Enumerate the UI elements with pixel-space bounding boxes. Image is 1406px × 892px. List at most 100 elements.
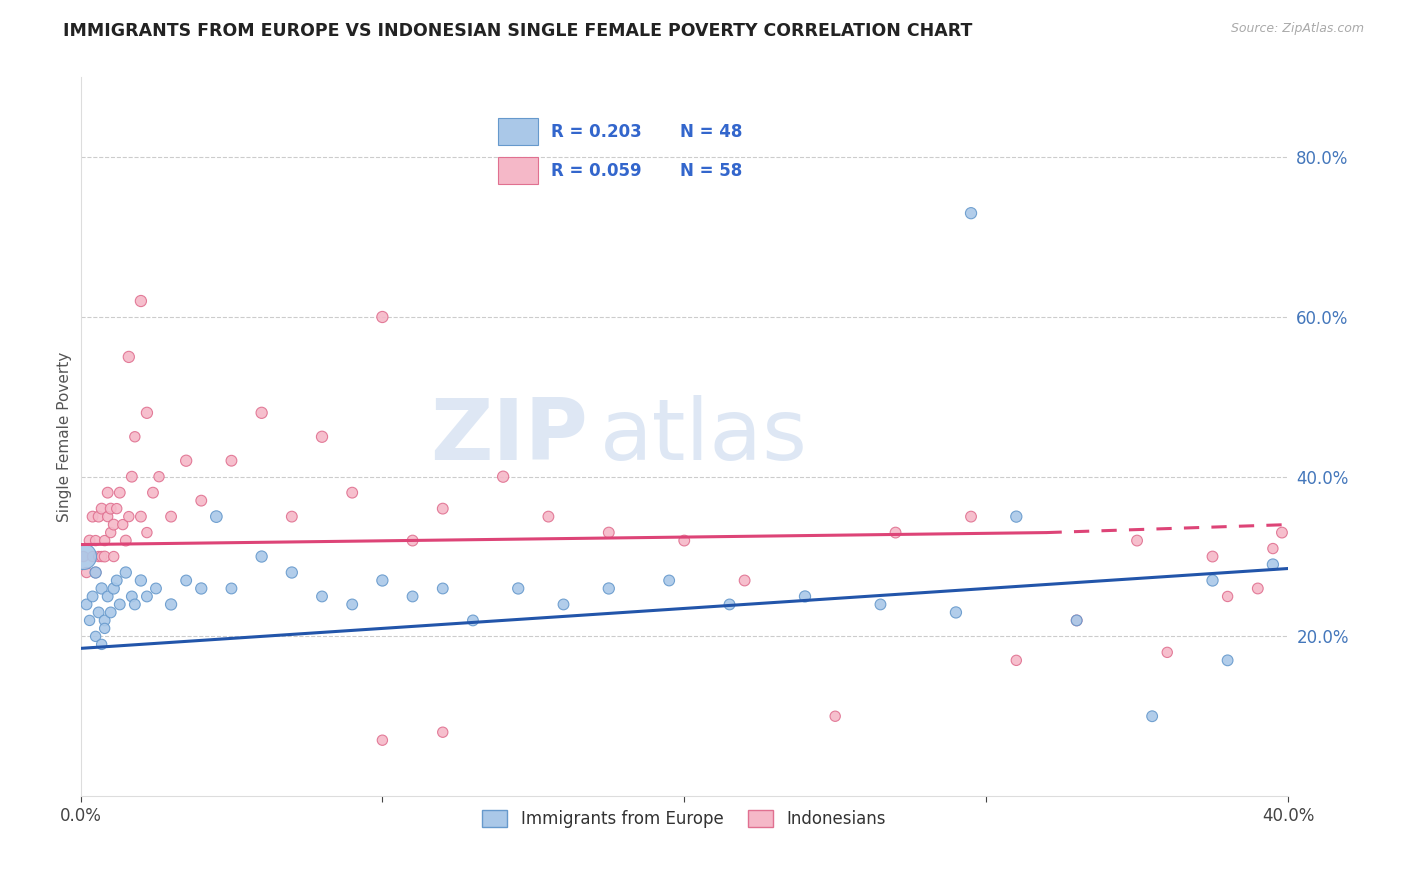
Point bbox=[960, 206, 983, 220]
Point bbox=[311, 590, 333, 604]
Point bbox=[1140, 709, 1163, 723]
Point bbox=[1126, 533, 1149, 548]
Point bbox=[97, 590, 120, 604]
Point bbox=[432, 582, 454, 596]
Point bbox=[432, 725, 454, 739]
Point bbox=[1216, 653, 1239, 667]
Point bbox=[598, 582, 620, 596]
Point bbox=[190, 493, 212, 508]
Point bbox=[108, 485, 131, 500]
Point bbox=[281, 509, 304, 524]
Point bbox=[1201, 574, 1223, 588]
Point bbox=[1261, 541, 1284, 556]
Point bbox=[76, 598, 98, 612]
Point bbox=[87, 606, 110, 620]
Point bbox=[84, 566, 107, 580]
Point bbox=[794, 590, 817, 604]
Point bbox=[598, 525, 620, 540]
Point bbox=[121, 590, 143, 604]
Point bbox=[190, 582, 212, 596]
Point bbox=[221, 454, 243, 468]
Point bbox=[221, 582, 243, 596]
Point bbox=[1005, 653, 1028, 667]
Point bbox=[945, 606, 967, 620]
Point bbox=[100, 525, 122, 540]
Point bbox=[97, 509, 120, 524]
Point bbox=[658, 574, 681, 588]
Point bbox=[250, 406, 273, 420]
Point bbox=[135, 525, 157, 540]
Point bbox=[114, 566, 136, 580]
Point bbox=[124, 430, 146, 444]
Point bbox=[129, 574, 152, 588]
Point bbox=[103, 517, 125, 532]
Point bbox=[93, 621, 115, 635]
Point bbox=[129, 293, 152, 308]
Point bbox=[1156, 645, 1178, 659]
Point bbox=[281, 566, 304, 580]
Point bbox=[114, 533, 136, 548]
Point bbox=[84, 566, 107, 580]
Point bbox=[734, 574, 756, 588]
Point bbox=[160, 598, 183, 612]
Point bbox=[79, 614, 101, 628]
Point bbox=[869, 598, 891, 612]
Point bbox=[1066, 614, 1088, 628]
Point bbox=[884, 525, 907, 540]
Point bbox=[82, 509, 104, 524]
Point bbox=[100, 606, 122, 620]
Point bbox=[97, 485, 120, 500]
Point bbox=[1247, 582, 1270, 596]
Text: Source: ZipAtlas.com: Source: ZipAtlas.com bbox=[1230, 22, 1364, 36]
Point bbox=[87, 549, 110, 564]
Text: IMMIGRANTS FROM EUROPE VS INDONESIAN SINGLE FEMALE POVERTY CORRELATION CHART: IMMIGRANTS FROM EUROPE VS INDONESIAN SIN… bbox=[63, 22, 973, 40]
Point bbox=[118, 350, 141, 364]
Point bbox=[118, 509, 141, 524]
Point bbox=[537, 509, 560, 524]
Point bbox=[174, 454, 197, 468]
Point bbox=[103, 549, 125, 564]
Point bbox=[311, 430, 333, 444]
Point bbox=[340, 485, 363, 500]
Point bbox=[673, 533, 696, 548]
Point bbox=[82, 590, 104, 604]
Point bbox=[371, 733, 394, 747]
Point bbox=[1216, 590, 1239, 604]
Point bbox=[79, 533, 101, 548]
Point bbox=[100, 501, 122, 516]
Point bbox=[1261, 558, 1284, 572]
Point bbox=[90, 637, 112, 651]
Point bbox=[111, 517, 134, 532]
Point bbox=[401, 533, 423, 548]
Point bbox=[340, 598, 363, 612]
Point bbox=[103, 582, 125, 596]
Point bbox=[84, 629, 107, 643]
Point bbox=[105, 574, 128, 588]
Point bbox=[124, 598, 146, 612]
Point bbox=[142, 485, 165, 500]
Point bbox=[461, 614, 484, 628]
Point bbox=[160, 509, 183, 524]
Y-axis label: Single Female Poverty: Single Female Poverty bbox=[58, 351, 72, 522]
Point bbox=[72, 549, 94, 564]
Point bbox=[174, 574, 197, 588]
Point bbox=[84, 533, 107, 548]
Point bbox=[1201, 549, 1223, 564]
Point bbox=[508, 582, 530, 596]
Point bbox=[87, 509, 110, 524]
Point bbox=[401, 590, 423, 604]
Point bbox=[492, 469, 515, 483]
Point bbox=[90, 549, 112, 564]
Point bbox=[135, 406, 157, 420]
Point bbox=[1005, 509, 1028, 524]
Point bbox=[371, 574, 394, 588]
Point bbox=[82, 549, 104, 564]
Point bbox=[121, 469, 143, 483]
Point bbox=[824, 709, 846, 723]
Point bbox=[960, 509, 983, 524]
Legend: Immigrants from Europe, Indonesians: Immigrants from Europe, Indonesians bbox=[475, 803, 893, 835]
Point bbox=[148, 469, 170, 483]
Point bbox=[135, 590, 157, 604]
Point bbox=[1271, 525, 1294, 540]
Text: atlas: atlas bbox=[600, 395, 807, 478]
